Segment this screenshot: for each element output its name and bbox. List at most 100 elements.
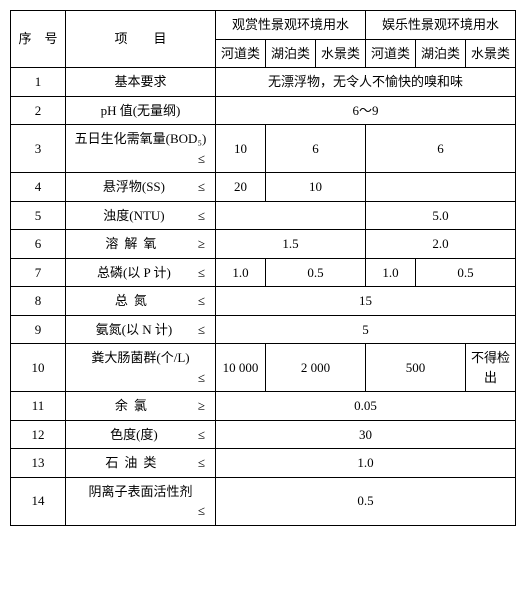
item-label: 余氯 xyxy=(115,398,153,413)
value-cell: 0.5 xyxy=(266,258,366,287)
cmp-symbol: ≤ xyxy=(198,177,205,197)
table-row: 7 总磷(以 P 计) ≤ 1.0 0.5 1.0 0.5 xyxy=(11,258,516,287)
value-cell: 10 xyxy=(216,125,266,173)
item-cell: 粪大肠菌群(个/L)≤ xyxy=(66,344,216,392)
table-row: 10 粪大肠菌群(个/L)≤ 10 000 2 000 500 不得检出 xyxy=(11,344,516,392)
seq-cell: 3 xyxy=(11,125,66,173)
value-cell: 5.0 xyxy=(366,201,516,230)
value-cell xyxy=(366,173,516,202)
col-group-rec: 娱乐性景观环境用水 xyxy=(366,11,516,40)
seq-cell: 14 xyxy=(11,477,66,525)
item-label: 五日生化需氧量(BOD₅) xyxy=(75,131,207,146)
sub-lake-1: 湖泊类 xyxy=(266,39,316,68)
table-row: 11 余氯 ≥ 0.05 xyxy=(11,392,516,421)
item-label: 阴离子表面活性剂 xyxy=(88,484,192,499)
sub-river-2: 河道类 xyxy=(366,39,416,68)
item-cell: pH 值(无量纲) xyxy=(66,96,216,125)
item-label: 氨氮(以 N 计) xyxy=(96,322,173,337)
sub-water-2: 水景类 xyxy=(466,39,516,68)
value-cell: 1.0 xyxy=(216,258,266,287)
value-cell: 1.5 xyxy=(216,230,366,259)
item-label: 浊度(NTU) xyxy=(103,208,164,223)
seq-cell: 13 xyxy=(11,449,66,478)
value-cell: 10 000 xyxy=(216,344,266,392)
value-cell: 15 xyxy=(216,287,516,316)
table-row: 8 总氮 ≤ 15 xyxy=(11,287,516,316)
seq-cell: 5 xyxy=(11,201,66,230)
item-label: 总磷(以 P 计) xyxy=(97,265,171,280)
value-cell: 30 xyxy=(216,420,516,449)
cmp-symbol: ≤ xyxy=(198,425,205,445)
sub-water-1: 水景类 xyxy=(316,39,366,68)
table-row: 9 氨氮(以 N 计) ≤ 5 xyxy=(11,315,516,344)
water-quality-table: 序 号 项 目 观赏性景观环境用水 娱乐性景观环境用水 河道类 湖泊类 水景类 … xyxy=(10,10,516,526)
item-cell: 色度(度) ≤ xyxy=(66,420,216,449)
item-label: 悬浮物(SS) xyxy=(103,179,165,194)
table-row: 13 石油类 ≤ 1.0 xyxy=(11,449,516,478)
table-row: 1 基本要求 无漂浮物，无令人不愉快的嗅和味 xyxy=(11,68,516,97)
value-cell: 6 xyxy=(266,125,366,173)
table-row: 14 阴离子表面活性剂 ≤ 0.5 xyxy=(11,477,516,525)
seq-cell: 7 xyxy=(11,258,66,287)
col-header-seq: 序 号 xyxy=(11,11,66,68)
value-cell: 不得检出 xyxy=(466,344,516,392)
seq-cell: 1 xyxy=(11,68,66,97)
table-row: 2 pH 值(无量纲) 6～9 xyxy=(11,96,516,125)
item-cell: 浊度(NTU)≤ xyxy=(66,201,216,230)
cmp-symbol: ≥ xyxy=(198,234,205,254)
value-cell xyxy=(216,201,366,230)
item-cell: 总磷(以 P 计) ≤ xyxy=(66,258,216,287)
header-row-1: 序 号 项 目 观赏性景观环境用水 娱乐性景观环境用水 xyxy=(11,11,516,40)
table-row: 3 五日生化需氧量(BOD₅) ≤ 10 6 6 xyxy=(11,125,516,173)
cmp-symbol: ≤ xyxy=(198,453,205,473)
cmp-symbol: ≤ xyxy=(198,320,205,340)
seq-cell: 8 xyxy=(11,287,66,316)
value-cell: 0.5 xyxy=(416,258,516,287)
value-cell: 6～9 xyxy=(216,96,516,125)
item-label: 溶解氧 xyxy=(105,236,162,251)
cmp-symbol: ≤ xyxy=(198,291,205,311)
value-cell: 2.0 xyxy=(366,230,516,259)
item-cell: 氨氮(以 N 计) ≤ xyxy=(66,315,216,344)
value-cell: 20 xyxy=(216,173,266,202)
value-cell: 0.5 xyxy=(216,477,516,525)
value-cell: 6 xyxy=(366,125,516,173)
value-cell: 1.0 xyxy=(216,449,516,478)
item-label: 色度(度) xyxy=(110,427,158,442)
item-cell: 悬浮物(SS) ≤ xyxy=(66,173,216,202)
sub-lake-2: 湖泊类 xyxy=(416,39,466,68)
item-cell: 石油类 ≤ xyxy=(66,449,216,478)
seq-cell: 2 xyxy=(11,96,66,125)
seq-cell: 6 xyxy=(11,230,66,259)
item-label: 总氮 xyxy=(115,293,153,308)
value-cell: 10 xyxy=(266,173,366,202)
seq-cell: 9 xyxy=(11,315,66,344)
cmp-symbol: ≤ xyxy=(198,263,205,283)
seq-cell: 10 xyxy=(11,344,66,392)
col-header-item: 项 目 xyxy=(66,11,216,68)
cmp-symbol: ≤ xyxy=(198,368,205,388)
item-cell: 总氮 ≤ xyxy=(66,287,216,316)
value-cell: 0.05 xyxy=(216,392,516,421)
seq-cell: 4 xyxy=(11,173,66,202)
cmp-symbol: ≤ xyxy=(198,149,205,169)
seq-cell: 11 xyxy=(11,392,66,421)
cmp-symbol: ≥ xyxy=(198,396,205,416)
value-cell: 无漂浮物，无令人不愉快的嗅和味 xyxy=(216,68,516,97)
sub-river-1: 河道类 xyxy=(216,39,266,68)
item-cell: 余氯 ≥ xyxy=(66,392,216,421)
item-label: 石油类 xyxy=(105,455,162,470)
value-cell: 500 xyxy=(366,344,466,392)
value-cell: 5 xyxy=(216,315,516,344)
table-row: 12 色度(度)≤ 30 xyxy=(11,420,516,449)
table-row: 6 溶解氧 ≥ 1.5 2.0 xyxy=(11,230,516,259)
item-cell: 阴离子表面活性剂 ≤ xyxy=(66,477,216,525)
cmp-symbol: ≤ xyxy=(198,501,205,521)
col-group-view: 观赏性景观环境用水 xyxy=(216,11,366,40)
item-cell: 溶解氧 ≥ xyxy=(66,230,216,259)
table-row: 4 悬浮物(SS) ≤ 20 10 xyxy=(11,173,516,202)
item-cell: 基本要求 xyxy=(66,68,216,97)
table-row: 5 浊度(NTU)≤ 5.0 xyxy=(11,201,516,230)
value-cell: 1.0 xyxy=(366,258,416,287)
value-cell: 2 000 xyxy=(266,344,366,392)
